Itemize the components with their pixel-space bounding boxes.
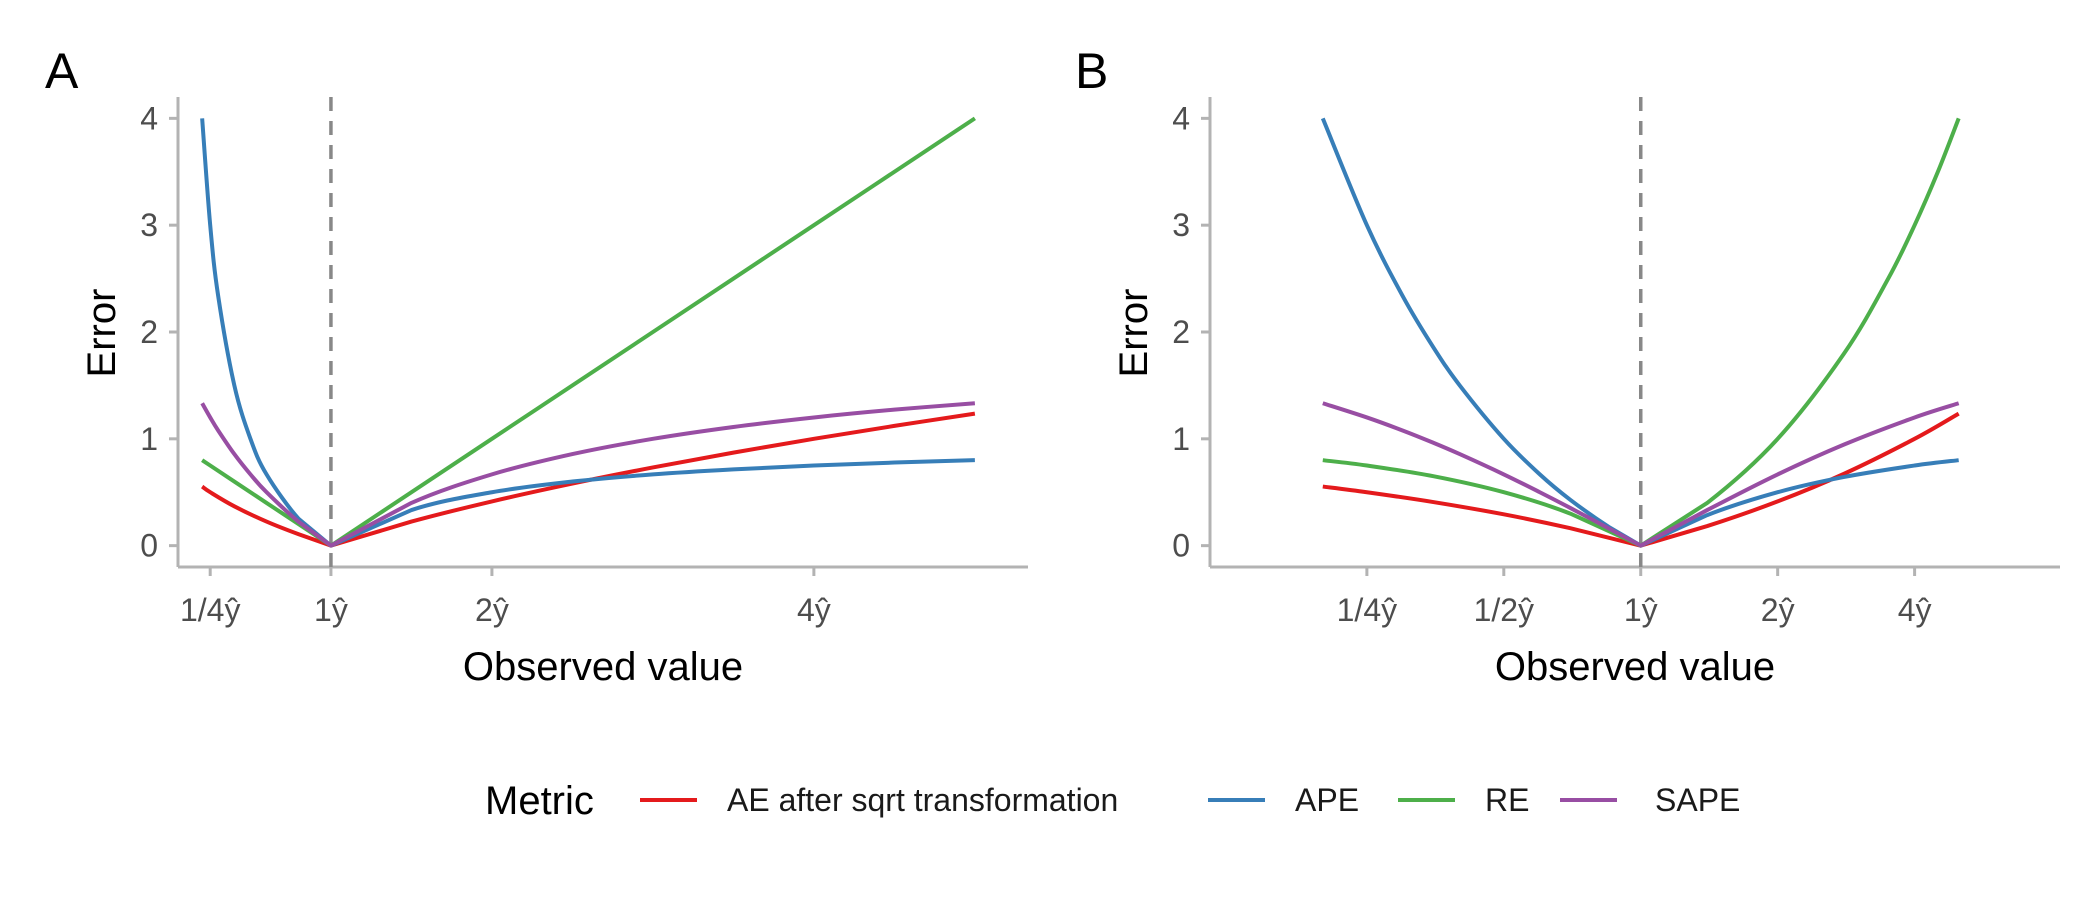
legend-label-ae-sqrt: AE after sqrt transformation [727,782,1118,818]
y-axis-title-b: Error [1112,289,1156,378]
legend-label-sape: SAPE [1655,782,1740,818]
x-tick-label: 4ŷ [1898,592,1932,628]
legend-label-ape: APE [1295,782,1359,818]
panel-label-b: B [1075,43,1108,99]
series-line-sape [1322,401,1960,548]
x-tick-label: 1ŷ [1624,592,1658,628]
legend-item-re: RE [1398,782,1529,818]
y-tick-label: 4 [1172,100,1190,136]
legend: Metric AE after sqrt transformation APE … [485,779,1740,823]
series-line-sape [200,401,976,548]
y-axis-title-a: Error [80,289,124,378]
legend-item-ape: APE [1208,782,1359,818]
panel-a: A 0 1 2 3 4 1/4ŷ 1ŷ 2ŷ 4ŷ Observed value Error [45,43,1028,689]
y-tick-label: 3 [1172,207,1190,243]
y-ticks-a: 0 1 2 3 4 [140,100,178,564]
legend-title: Metric [485,779,594,823]
y-tick-label: 3 [140,207,158,243]
series-line-re [1322,117,1961,548]
y-ticks-b: 0 1 2 3 4 [1172,100,1210,564]
series-line-re [201,116,976,548]
series-line-ape [200,118,975,548]
panel-b: B 0 1 2 3 4 1/4ŷ 1/2ŷ 1ŷ 2ŷ 4ŷ Observed value Er… [1075,43,2060,689]
y-tick-label: 0 [140,528,158,564]
x-ticks-a: 1/4ŷ 1ŷ 2ŷ 4ŷ [180,567,831,628]
series-group-a [200,116,976,548]
x-tick-label: 1/2ŷ [1474,592,1534,628]
series-line-ape [1320,117,1959,548]
y-tick-label: 0 [1172,528,1190,564]
y-tick-label: 1 [1172,421,1190,457]
x-tick-label: 1ŷ [314,592,348,628]
panel-label-a: A [45,43,79,99]
x-axis-title-a: Observed value [463,645,743,689]
series-line-ae-after-sqrt-transformation [200,411,976,548]
y-tick-label: 2 [140,314,158,350]
series-group-b [1320,117,1961,548]
x-tick-label: 1/4ŷ [180,592,240,628]
y-tick-label: 2 [1172,314,1190,350]
x-ticks-b: 1/4ŷ 1/2ŷ 1ŷ 2ŷ 4ŷ [1337,567,1932,628]
x-tick-label: 2ŷ [1761,592,1795,628]
y-tick-label: 4 [140,100,158,136]
x-tick-label: 4ŷ [797,592,831,628]
legend-item-ae-sqrt: AE after sqrt transformation [640,782,1118,818]
y-tick-label: 1 [140,421,158,457]
x-axis-title-b: Observed value [1495,645,1775,689]
x-tick-label: 1/4ŷ [1337,592,1397,628]
legend-item-sape: SAPE [1560,782,1740,818]
x-tick-label: 2ŷ [475,592,509,628]
legend-label-re: RE [1485,782,1529,818]
